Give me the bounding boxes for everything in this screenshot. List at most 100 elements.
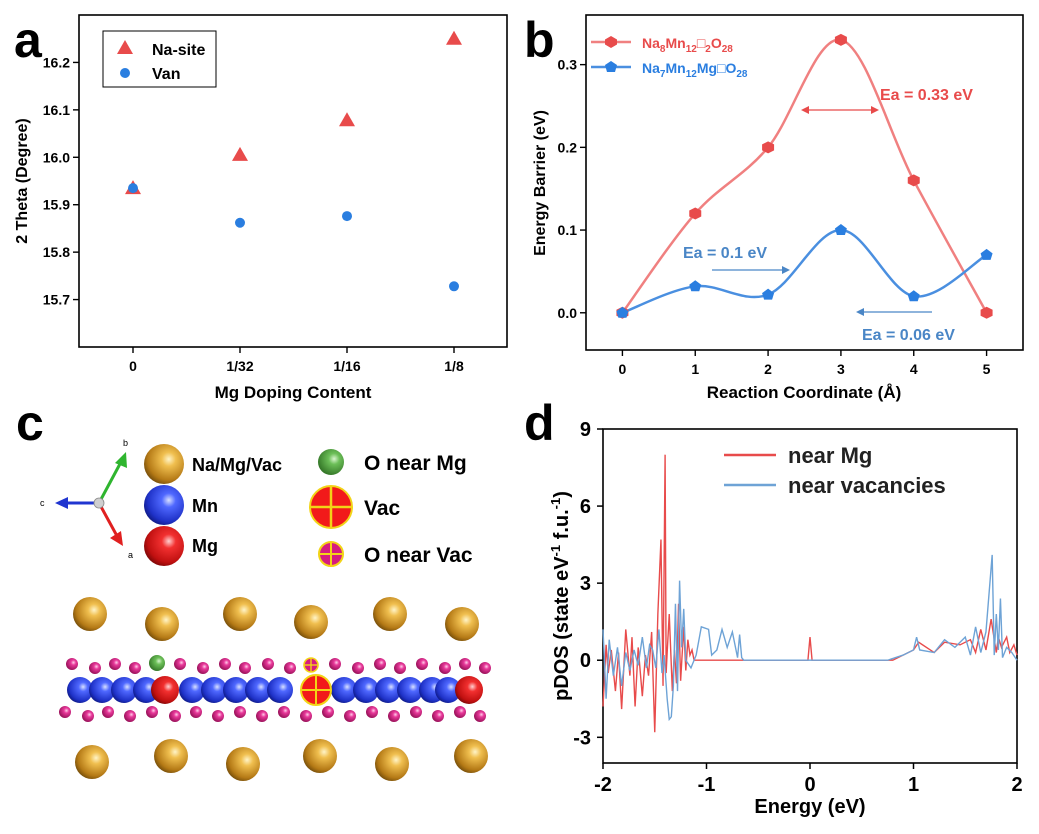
o-atom (197, 662, 209, 674)
na8-point (980, 306, 993, 319)
na7-point (762, 288, 775, 300)
panel-b-xtick-label: 0 (619, 361, 627, 377)
mn-atom (89, 677, 115, 703)
legend-near-mg-label: near Mg (788, 443, 872, 468)
o-atom (234, 706, 246, 718)
panel-a-chart: 0 1/32 1/16 1/8 15.7 15.8 15.9 16.0 16.1 16.2 Mg … (14, 14, 508, 402)
na-atom (454, 739, 488, 773)
na-atom (303, 739, 337, 773)
mn-atom (201, 677, 227, 703)
panel-d-ylabel: pDOS (state eV-1 f.u.-1) (548, 491, 573, 701)
o-atom (344, 710, 356, 722)
axis-b-arrow (97, 461, 123, 504)
crystal-structure (59, 597, 491, 781)
panel-b-ytick-label: 0.2 (558, 139, 578, 155)
panel-d-xtick-label: -1 (698, 774, 716, 796)
axis-b-head (115, 452, 127, 468)
axis-c-head (55, 497, 68, 509)
axes-origin (93, 497, 105, 509)
legend-mn-ball (144, 485, 184, 525)
legend-vac-label: Vac (364, 497, 401, 520)
legend-vac-symbol (309, 485, 353, 529)
o-atom (322, 706, 334, 718)
o-atom (388, 710, 400, 722)
panel-d-legend: near Mg near vacancies (724, 443, 946, 498)
axis-b-label: b (123, 438, 128, 448)
mn-atom (353, 677, 379, 703)
panel-a-ytick-label: 16.1 (43, 102, 70, 118)
panel-a-xtick-label: 0 (129, 358, 137, 374)
atom-legend: Na/Mg/Vac Mn Mg O near Mg Vac O near Vac (144, 444, 473, 567)
panel-a-ytick-label: 15.7 (43, 292, 70, 308)
legend-na7-p3: Mg□O (697, 60, 737, 76)
panel-c-structure: b c a Na/Mg/Vac Mn Mg O near Mg Vac (40, 438, 491, 781)
o-atom (278, 706, 290, 718)
ea-006-label: Ea = 0.06 eV (862, 327, 955, 344)
o-atom (102, 706, 114, 718)
na-atom (373, 597, 407, 631)
na-atom (75, 745, 109, 779)
panel-d-ylabel-sup2: -1 (548, 498, 563, 510)
panel-b-xtick-label: 5 (983, 361, 991, 377)
mn-atom (111, 677, 137, 703)
panel-b-chart: 0 1 2 3 4 50.00.10.20.3 Reaction Coordinate (… (532, 14, 1024, 402)
mn-atom (267, 677, 293, 703)
panel-d-ylabel-mid: f.u. (551, 509, 573, 545)
na8-point (834, 33, 847, 46)
o-atom (82, 710, 94, 722)
ea-006-annotation: Ea = 0.06 eV (856, 308, 955, 344)
o-atom (169, 710, 181, 722)
axis-a-head (110, 531, 123, 546)
mn-atom (331, 677, 357, 703)
o-atom (416, 658, 428, 670)
near-vacancies-line (602, 554, 1018, 722)
panel-d-xtick-label: -2 (594, 774, 612, 796)
na-atom (145, 607, 179, 641)
panel-a-ytick-label: 16.0 (43, 149, 70, 165)
legend-na8-s2: 12 (686, 44, 698, 55)
panel-b-xtick-label: 3 (837, 361, 845, 377)
legend-o-near-mg-label: O near Mg (364, 452, 467, 475)
o-atom (479, 662, 491, 674)
mn-atom (179, 677, 205, 703)
panel-d-ytick-label: 0 (580, 650, 591, 672)
o-atom (262, 658, 274, 670)
panel-a-ytick-label: 15.9 (43, 197, 70, 213)
ea-033-annotation: Ea = 0.33 eV (801, 87, 973, 114)
van-point (342, 211, 352, 222)
panel-letter-d: d (524, 395, 555, 451)
o-atom (410, 706, 422, 718)
ea-006-arrow-head (856, 308, 864, 316)
panel-b-xtick-label: 1 (691, 361, 699, 377)
o-atom (146, 706, 158, 718)
ea-01-annotation: Ea = 0.1 eV (683, 245, 790, 274)
panel-a-xtick-label: 1/8 (444, 358, 464, 374)
o-atom (352, 662, 364, 674)
legend-o-near-mg-ball (318, 449, 344, 475)
o-atom (109, 658, 121, 670)
na-atom (154, 739, 188, 773)
legend-mn-label: Mn (192, 496, 218, 516)
legend-mg-label: Mg (192, 536, 218, 556)
na-atom (375, 747, 409, 781)
o-atom (366, 706, 378, 718)
panel-b-xtick-label: 4 (910, 361, 918, 377)
axes-triad: b c a (40, 438, 133, 560)
na-site-point (232, 146, 248, 161)
na-site-point (446, 30, 462, 45)
panel-b-frame (585, 14, 1024, 351)
na8-point (907, 174, 920, 187)
panel-a-xlabel: Mg Doping Content (215, 383, 372, 402)
panel-d-xtick-label: 1 (908, 774, 919, 796)
legend-na-ball (144, 444, 184, 484)
panel-letter-b: b (524, 12, 555, 68)
mn-atom (375, 677, 401, 703)
legend-near-vac-label: near vacancies (788, 473, 946, 498)
o-atom (256, 710, 268, 722)
panel-a-xtick-label: 1/32 (226, 358, 253, 374)
legend-na7-s1: 7 (660, 69, 666, 80)
legend-na7-label: Na7Mn12Mg□O28 (642, 60, 748, 80)
na-atom (223, 597, 257, 631)
na-atom (445, 607, 479, 641)
